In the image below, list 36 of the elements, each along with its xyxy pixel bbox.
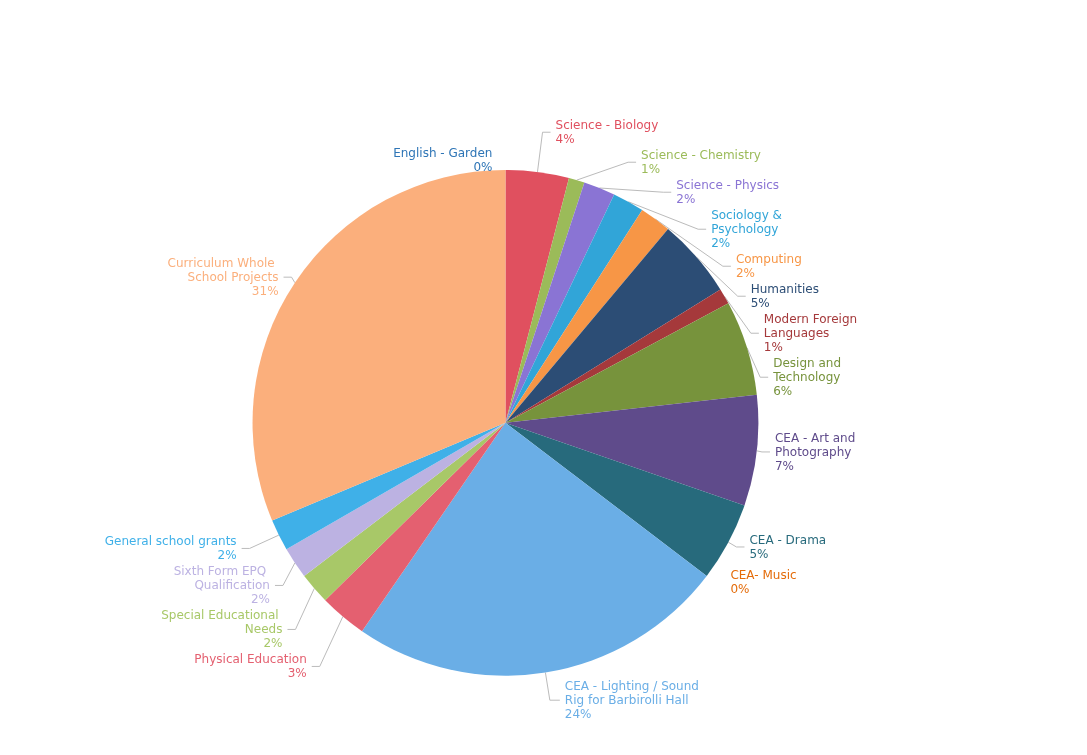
data-label: 2%: [711, 236, 731, 251]
slice-label: Sociology & Psychology: [711, 208, 786, 237]
data-label: 2%: [217, 548, 237, 563]
slice-label: Design and Technology: [772, 356, 845, 385]
slice-label: Science - Physics: [676, 178, 780, 193]
data-label: 3%: [287, 666, 307, 681]
slice-label: Sixth Form EPQ Qualification: [173, 564, 270, 593]
data-label: 24%: [564, 707, 592, 722]
data-label: 1%: [641, 162, 661, 177]
data-label: 5%: [750, 296, 770, 311]
data-label: 7%: [774, 458, 795, 473]
slice-label: Physical Education: [194, 652, 307, 667]
slice-label: Science - Chemistry: [641, 148, 761, 163]
category-label: CEA- Music: [730, 568, 797, 583]
data-label: 2%: [250, 592, 270, 607]
data-label: 1%: [763, 340, 783, 355]
data-label: 6%: [773, 384, 793, 399]
slice-label: Modern Foreign Languages: [763, 312, 861, 341]
text: 0%: [730, 582, 750, 597]
data-label: 2%: [263, 636, 283, 651]
data-label: 4%: [555, 132, 575, 147]
slice-label: Computing: [735, 252, 802, 267]
slice-label: Science - Biology: [555, 118, 659, 133]
data-label: 31%: [251, 284, 279, 299]
category-label: English - Garden: [393, 145, 493, 160]
slice-label: General school grants: [104, 534, 237, 549]
slice-label: CEA - Art and Photography: [774, 430, 860, 459]
slice-label: Special Educational Needs: [161, 608, 283, 637]
text: 0%: [473, 159, 493, 174]
data-label: 2%: [735, 266, 755, 281]
slice-label: Humanities: [750, 282, 819, 297]
slice-label: CEA - Drama: [749, 532, 827, 547]
slice-label: CEA - Lighting / Sound Rig for Barbirolli Hall: [564, 679, 703, 708]
data-label: 5%: [749, 546, 769, 561]
data-label: 2%: [676, 192, 696, 207]
slice-label: Curriculum Whole School Projects: [167, 256, 279, 285]
